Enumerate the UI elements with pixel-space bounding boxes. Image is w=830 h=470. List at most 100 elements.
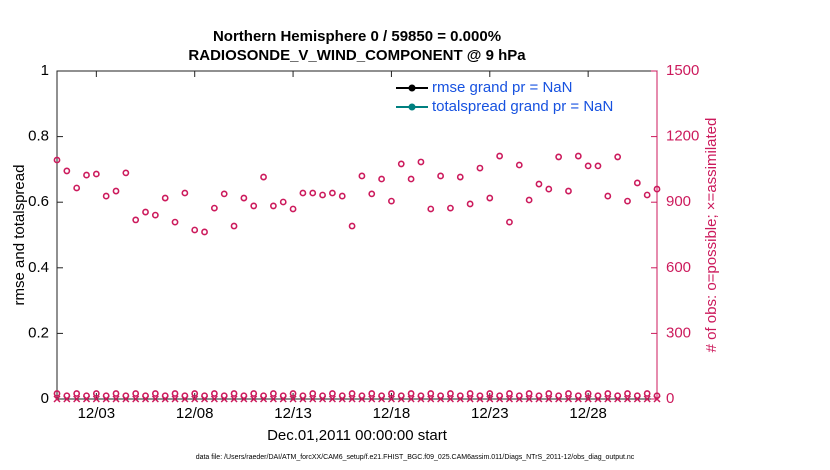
obs-marker: [545, 185, 553, 193]
obs-marker: [427, 205, 435, 213]
obs-marker: [388, 390, 395, 397]
obs-marker: [643, 191, 651, 199]
obs-marker: [466, 390, 474, 397]
obs-marker: [604, 192, 612, 200]
assimilated-marker: [82, 395, 91, 403]
assimilated-marker: [348, 395, 356, 403]
obs-marker: [329, 189, 336, 197]
obs-marker: [191, 226, 199, 234]
x-tick-label: 12/08: [176, 405, 214, 422]
assimilated-marker: [102, 395, 110, 403]
assimilated-marker: [191, 395, 199, 403]
obs-marker: [171, 218, 179, 226]
assimilated-marker: [53, 395, 61, 403]
assimilated-marker: [141, 395, 150, 403]
obs-marker: [407, 175, 415, 183]
obs-marker: [348, 222, 356, 230]
obs-marker: [299, 189, 307, 197]
assimilated-marker: [132, 395, 140, 403]
obs-marker: [348, 390, 356, 397]
obs-marker: [210, 204, 218, 212]
obs-marker: [643, 390, 651, 397]
obs-marker: [624, 390, 631, 397]
obs-marker: [230, 222, 238, 230]
obs-marker: [53, 390, 61, 397]
assimilated-marker: [299, 395, 307, 403]
assimilated-marker: [653, 395, 661, 403]
assimilated-marker: [201, 395, 209, 403]
obs-marker: [486, 194, 494, 202]
y-tick-label: 0.6: [28, 193, 49, 210]
obs-marker: [132, 390, 140, 397]
obs-marker: [112, 187, 120, 195]
obs-marker: [319, 191, 326, 199]
assimilated-marker: [505, 395, 513, 403]
obs-marker: [279, 198, 287, 206]
x-tick-label: 12/18: [373, 405, 411, 422]
assimilated-marker: [358, 395, 366, 403]
y-tick-label: 0.4: [28, 259, 49, 276]
obs-marker: [63, 167, 71, 175]
obs-marker: [102, 192, 110, 200]
assimilated-marker: [515, 395, 523, 403]
assimilated-marker: [604, 395, 612, 403]
obs-marker: [417, 158, 425, 166]
assimilated-marker: [496, 395, 504, 403]
obs-marker: [447, 390, 454, 397]
legend-marker: [408, 103, 416, 111]
legend-label: rmse grand pr = NaN: [432, 79, 572, 96]
x-tick-label: 12/03: [78, 405, 116, 422]
assimilated-marker: [171, 395, 179, 403]
assimilated-marker: [456, 395, 464, 403]
obs-marker: [633, 179, 641, 187]
obs-marker: [132, 216, 140, 224]
assimilated-marker: [319, 395, 327, 403]
assimilated-marker: [151, 395, 159, 403]
y-tick-label: 0.2: [28, 324, 49, 341]
obs-marker: [210, 390, 218, 397]
assimilated-marker: [417, 395, 425, 403]
obs-marker: [338, 192, 346, 200]
obs-marker: [358, 172, 366, 180]
obs-marker: [565, 187, 572, 195]
footnote: data file: /Users/raeder/DAI/ATM_forcXX/…: [196, 454, 635, 461]
obs-marker: [161, 194, 169, 202]
assimilated-marker: [614, 395, 622, 403]
obs-marker: [151, 390, 159, 397]
assimilated-marker: [476, 395, 484, 403]
obs-marker: [407, 390, 415, 397]
obs-marker: [329, 390, 336, 397]
obs-marker: [269, 390, 277, 397]
assimilated-marker: [220, 395, 228, 403]
chart-subtitle: RADIOSONDE_V_WIND_COMPONENT @ 9 hPa: [188, 47, 526, 64]
assimilated-marker: [535, 395, 543, 403]
obs-marker: [466, 200, 474, 208]
obs-marker: [112, 390, 120, 397]
obs-marker: [83, 171, 90, 179]
obs-marker: [525, 390, 533, 397]
obs-marker: [142, 208, 149, 216]
assimilated-marker: [73, 395, 81, 403]
obs-marker: [171, 390, 179, 397]
obs-marker: [486, 390, 494, 397]
y2-tick-label: 1500: [666, 62, 699, 79]
assimilated-marker: [545, 395, 553, 403]
y-tick-label: 0.8: [28, 128, 49, 145]
assimilated-marker: [309, 395, 317, 403]
obs-marker: [260, 173, 267, 181]
obs-marker: [368, 190, 376, 198]
obs-marker: [447, 204, 454, 212]
obs-marker: [535, 180, 543, 188]
assimilated-marker: [623, 395, 632, 403]
obs-marker: [378, 175, 385, 183]
assimilated-marker: [269, 395, 277, 403]
obs-marker: [151, 211, 159, 219]
obs-marker: [122, 169, 130, 177]
assimilated-marker: [643, 395, 651, 403]
obs-marker: [230, 390, 238, 397]
y2-tick-label: 900: [666, 193, 691, 210]
y2-tick-label: 1200: [666, 128, 699, 145]
obs-marker: [476, 164, 484, 172]
obs-marker: [555, 153, 563, 161]
